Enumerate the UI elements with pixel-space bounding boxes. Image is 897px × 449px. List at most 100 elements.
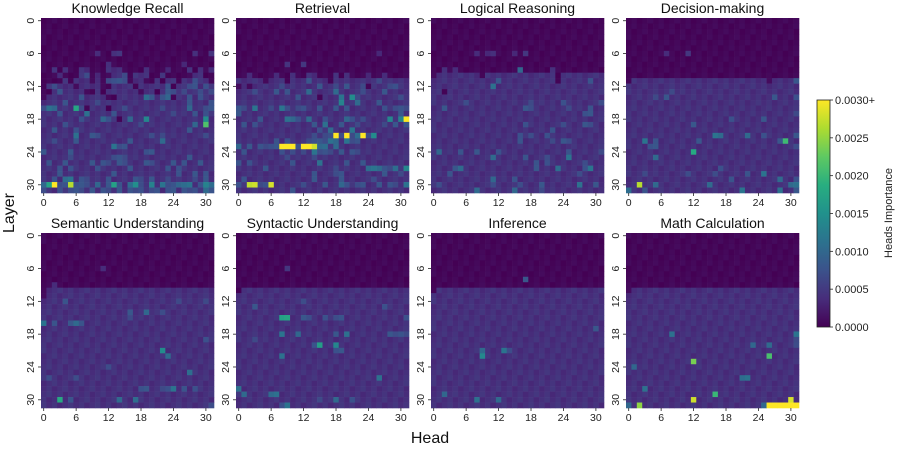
heatmap-cell <box>84 364 90 371</box>
heatmap-cell <box>257 176 264 183</box>
heatmap-cell <box>696 23 702 30</box>
heatmap-cell <box>338 67 345 73</box>
heatmap-cell <box>712 176 719 183</box>
heatmap-cell <box>95 238 101 245</box>
heatmap-cell <box>208 50 215 57</box>
heatmap-cell <box>576 171 583 177</box>
heatmap-cell <box>674 94 681 101</box>
heatmap-cell <box>771 72 778 79</box>
heatmap-cell <box>717 143 724 150</box>
heatmap-cell <box>122 342 128 349</box>
heatmap-cell <box>236 160 242 166</box>
heatmap-cell <box>143 325 150 332</box>
heatmap-cell <box>122 105 128 112</box>
heatmap-cell <box>197 138 204 145</box>
heatmap-cell <box>317 176 323 183</box>
heatmap-cell <box>485 45 491 52</box>
heatmap-cell <box>549 165 556 172</box>
x-tick-label: 30 <box>785 197 797 209</box>
heatmap-cell <box>490 78 497 84</box>
heatmap-cell <box>68 233 74 239</box>
heatmap-cell <box>306 110 312 117</box>
heatmap-cell <box>300 89 307 95</box>
heatmap-cell <box>744 23 751 30</box>
heatmap-cell <box>192 287 199 294</box>
heatmap-cell <box>46 165 53 172</box>
heatmap-cell <box>197 121 204 128</box>
heatmap-cell <box>159 182 166 188</box>
heatmap-cell <box>159 342 166 349</box>
heatmap-cell <box>154 315 161 321</box>
heatmap-cell <box>739 165 746 172</box>
heatmap-cell <box>68 67 74 73</box>
heatmap-cell <box>479 39 486 46</box>
heatmap-cell <box>246 138 253 145</box>
heatmap-cell <box>57 67 63 73</box>
heatmap-cell <box>268 56 275 63</box>
heatmap-cell <box>159 260 166 267</box>
heatmap-cell <box>327 143 334 150</box>
heatmap-cell <box>116 176 123 183</box>
heatmap-cell <box>539 18 545 24</box>
heatmap-cell <box>750 105 757 112</box>
heatmap-cell <box>517 127 524 134</box>
heatmap-cell <box>338 176 345 183</box>
heatmap-cell <box>149 138 155 145</box>
heatmap-cell <box>143 132 150 139</box>
heatmap-cell <box>333 50 340 57</box>
heatmap-cell <box>263 187 269 194</box>
heatmap-cell <box>181 282 188 288</box>
heatmap-cell <box>506 72 513 79</box>
heatmap-cell <box>685 18 692 24</box>
heatmap-cell <box>560 171 567 177</box>
heatmap-cell <box>100 342 107 349</box>
heatmap-cell <box>208 67 215 73</box>
heatmap-cell <box>593 127 599 134</box>
heatmap-cell <box>306 187 312 194</box>
heatmap-cell <box>84 78 90 84</box>
heatmap-cell <box>46 127 53 134</box>
heatmap-cell <box>268 176 275 183</box>
heatmap-cell <box>338 89 345 95</box>
heatmap-cell <box>549 67 556 73</box>
heatmap-cell <box>506 182 513 188</box>
heatmap-cell <box>431 182 437 188</box>
heatmap-cell <box>663 182 670 188</box>
heatmap-cell <box>203 149 209 156</box>
heatmap-cell <box>300 127 307 134</box>
heatmap-cell <box>431 39 437 46</box>
heatmap-cell <box>68 287 74 294</box>
heatmap-cell <box>317 28 323 35</box>
heatmap-cell <box>528 94 535 101</box>
heatmap-cell <box>349 154 356 161</box>
heatmap-cell <box>479 116 486 123</box>
heatmap-cell <box>593 187 599 194</box>
heatmap-cell <box>479 56 486 63</box>
heatmap-cell <box>165 127 172 134</box>
heatmap-cell <box>669 143 675 150</box>
heatmap-cell <box>653 34 659 41</box>
heatmap-cell <box>560 143 567 150</box>
heatmap-cell <box>653 18 659 24</box>
heatmap-cell <box>371 83 377 90</box>
heatmap-cell <box>576 23 583 30</box>
heatmap-cell <box>295 50 302 57</box>
heatmap-cell <box>181 165 188 172</box>
heatmap-cell <box>436 78 443 84</box>
heatmap-cell <box>138 61 145 68</box>
heatmap-cell <box>431 83 437 90</box>
heatmap-cell <box>317 23 323 30</box>
heatmap-cell <box>392 187 399 194</box>
heatmap-cell <box>317 61 323 68</box>
heatmap-cell <box>197 50 204 57</box>
heatmap-cell <box>159 358 166 365</box>
heatmap-cell <box>788 89 794 95</box>
heatmap-cell <box>734 45 740 52</box>
heatmap-cell <box>566 116 572 123</box>
heatmap-cell <box>728 83 735 90</box>
heatmap-cell <box>495 121 502 128</box>
heatmap-cell <box>707 187 713 194</box>
heatmap-cell <box>268 116 275 123</box>
heatmap-cell <box>95 260 101 267</box>
x-tick-label: 0 <box>431 197 437 209</box>
